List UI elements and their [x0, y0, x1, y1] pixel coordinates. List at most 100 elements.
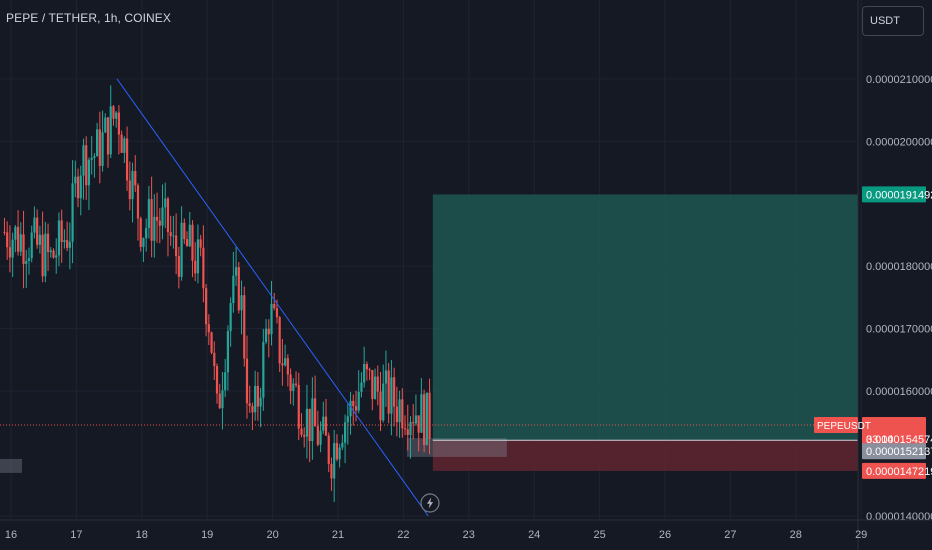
- candle-body: [87, 159, 91, 186]
- candle-body: [139, 218, 142, 247]
- candle-body: [338, 447, 341, 460]
- price-tick-label: 0.0000140000: [866, 511, 932, 523]
- candle-body: [245, 358, 249, 404]
- candle-body: [123, 138, 126, 153]
- candle-body: [205, 288, 208, 325]
- candle-body: [188, 224, 191, 247]
- candle-body: [11, 239, 14, 258]
- profit-zone[interactable]: [432, 194, 858, 441]
- time-axis[interactable]: 16 17 18 19 20 21 22 23 24 25 26 27 28 29: [0, 519, 932, 541]
- candle-body: [357, 391, 360, 411]
- candle-body: [335, 443, 339, 460]
- candle-body: [224, 372, 227, 391]
- candle-body: [229, 303, 232, 332]
- price-tick-label: 0.0000180000: [866, 261, 932, 273]
- axis-price-labels: 0.0000191492 0.000015457433:140.000015213…: [814, 186, 932, 479]
- candle-body: [243, 295, 246, 359]
- candle-body: [333, 443, 336, 479]
- candle-body: [164, 198, 167, 208]
- candle-body: [175, 235, 178, 257]
- candle-body: [352, 400, 355, 407]
- candle-body: [251, 406, 254, 413]
- stop-price-label-bg: [862, 462, 926, 479]
- candle-body: [166, 198, 170, 233]
- candle-body: [60, 220, 63, 242]
- entry-marker: [406, 438, 507, 457]
- candle-body: [150, 199, 153, 241]
- candle-body: [93, 156, 96, 158]
- candle-body: [22, 234, 25, 264]
- candle-body: [363, 364, 366, 383]
- candle-body: [52, 250, 55, 258]
- trendline[interactable]: [116, 78, 429, 517]
- candle-body: [85, 145, 88, 186]
- candle-body: [36, 217, 39, 245]
- candle-body: [76, 176, 80, 199]
- candle-body: [161, 207, 164, 226]
- candle-body: [343, 422, 347, 443]
- loss-zone[interactable]: [432, 440, 858, 471]
- candle-body: [398, 399, 401, 423]
- candle-body: [234, 267, 238, 276]
- price-tick-label: 0.0000210000: [866, 74, 932, 86]
- candle-body: [248, 403, 251, 407]
- candle-body: [74, 176, 77, 184]
- candle-body: [319, 430, 322, 445]
- candle-body: [66, 240, 69, 248]
- candle-body: [79, 175, 82, 199]
- candle-body: [376, 376, 379, 392]
- candle-body: [327, 435, 330, 464]
- trendline-segment[interactable]: [116, 78, 429, 517]
- candle-body: [117, 112, 121, 135]
- candle-body: [278, 317, 281, 364]
- candle-body: [142, 238, 145, 247]
- candle-body: [267, 328, 270, 335]
- candle-body: [169, 232, 172, 237]
- candle-body: [44, 233, 47, 277]
- lightning-icon[interactable]: [420, 493, 440, 513]
- candle-body: [221, 390, 224, 409]
- candle-body: [46, 233, 50, 253]
- candle-body: [183, 222, 186, 240]
- candle-body: [25, 260, 28, 264]
- candle-body: [420, 394, 423, 433]
- candle-body: [6, 232, 9, 248]
- candle-body: [382, 383, 385, 421]
- candle-body: [232, 275, 235, 304]
- candle-body: [403, 428, 407, 430]
- candle-body: [428, 392, 431, 439]
- stop-price-label: 0.0000147219: [866, 466, 932, 478]
- candle-body: [286, 358, 289, 375]
- candle-body: [341, 442, 344, 448]
- candle-body: [379, 391, 382, 421]
- candle-body: [33, 217, 36, 233]
- symbol-label-bg: [814, 416, 858, 433]
- candle-body: [305, 408, 309, 437]
- currency-button[interactable]: USDT: [862, 6, 924, 36]
- candle-body: [273, 303, 276, 309]
- candle-body: [136, 185, 140, 219]
- candle-body: [98, 129, 101, 166]
- last-price-label: 0.0000154574: [866, 434, 932, 446]
- candle-body: [360, 382, 363, 392]
- time-tick-label: 23: [463, 529, 475, 541]
- candle-body: [264, 328, 268, 343]
- candle-body: [104, 117, 107, 133]
- time-tick-label: 29: [855, 529, 867, 541]
- candle-body: [311, 398, 314, 442]
- candle-body: [262, 342, 265, 398]
- candle-body: [27, 258, 31, 261]
- price-axis[interactable]: 0.0000140000 0.0000160000 0.0000170000 0.00…: [857, 0, 932, 550]
- candle-body: [354, 406, 358, 411]
- candle-body: [401, 399, 404, 429]
- target-price-label: 0.0000191492: [866, 189, 932, 201]
- candle-body: [270, 303, 273, 335]
- candle-body: [55, 255, 58, 258]
- position-zones[interactable]: [0, 194, 858, 473]
- candle-body: [322, 416, 325, 431]
- candle-body: [210, 332, 213, 353]
- candle-body: [115, 112, 118, 119]
- candle-body: [96, 129, 99, 157]
- candle-body: [395, 406, 398, 423]
